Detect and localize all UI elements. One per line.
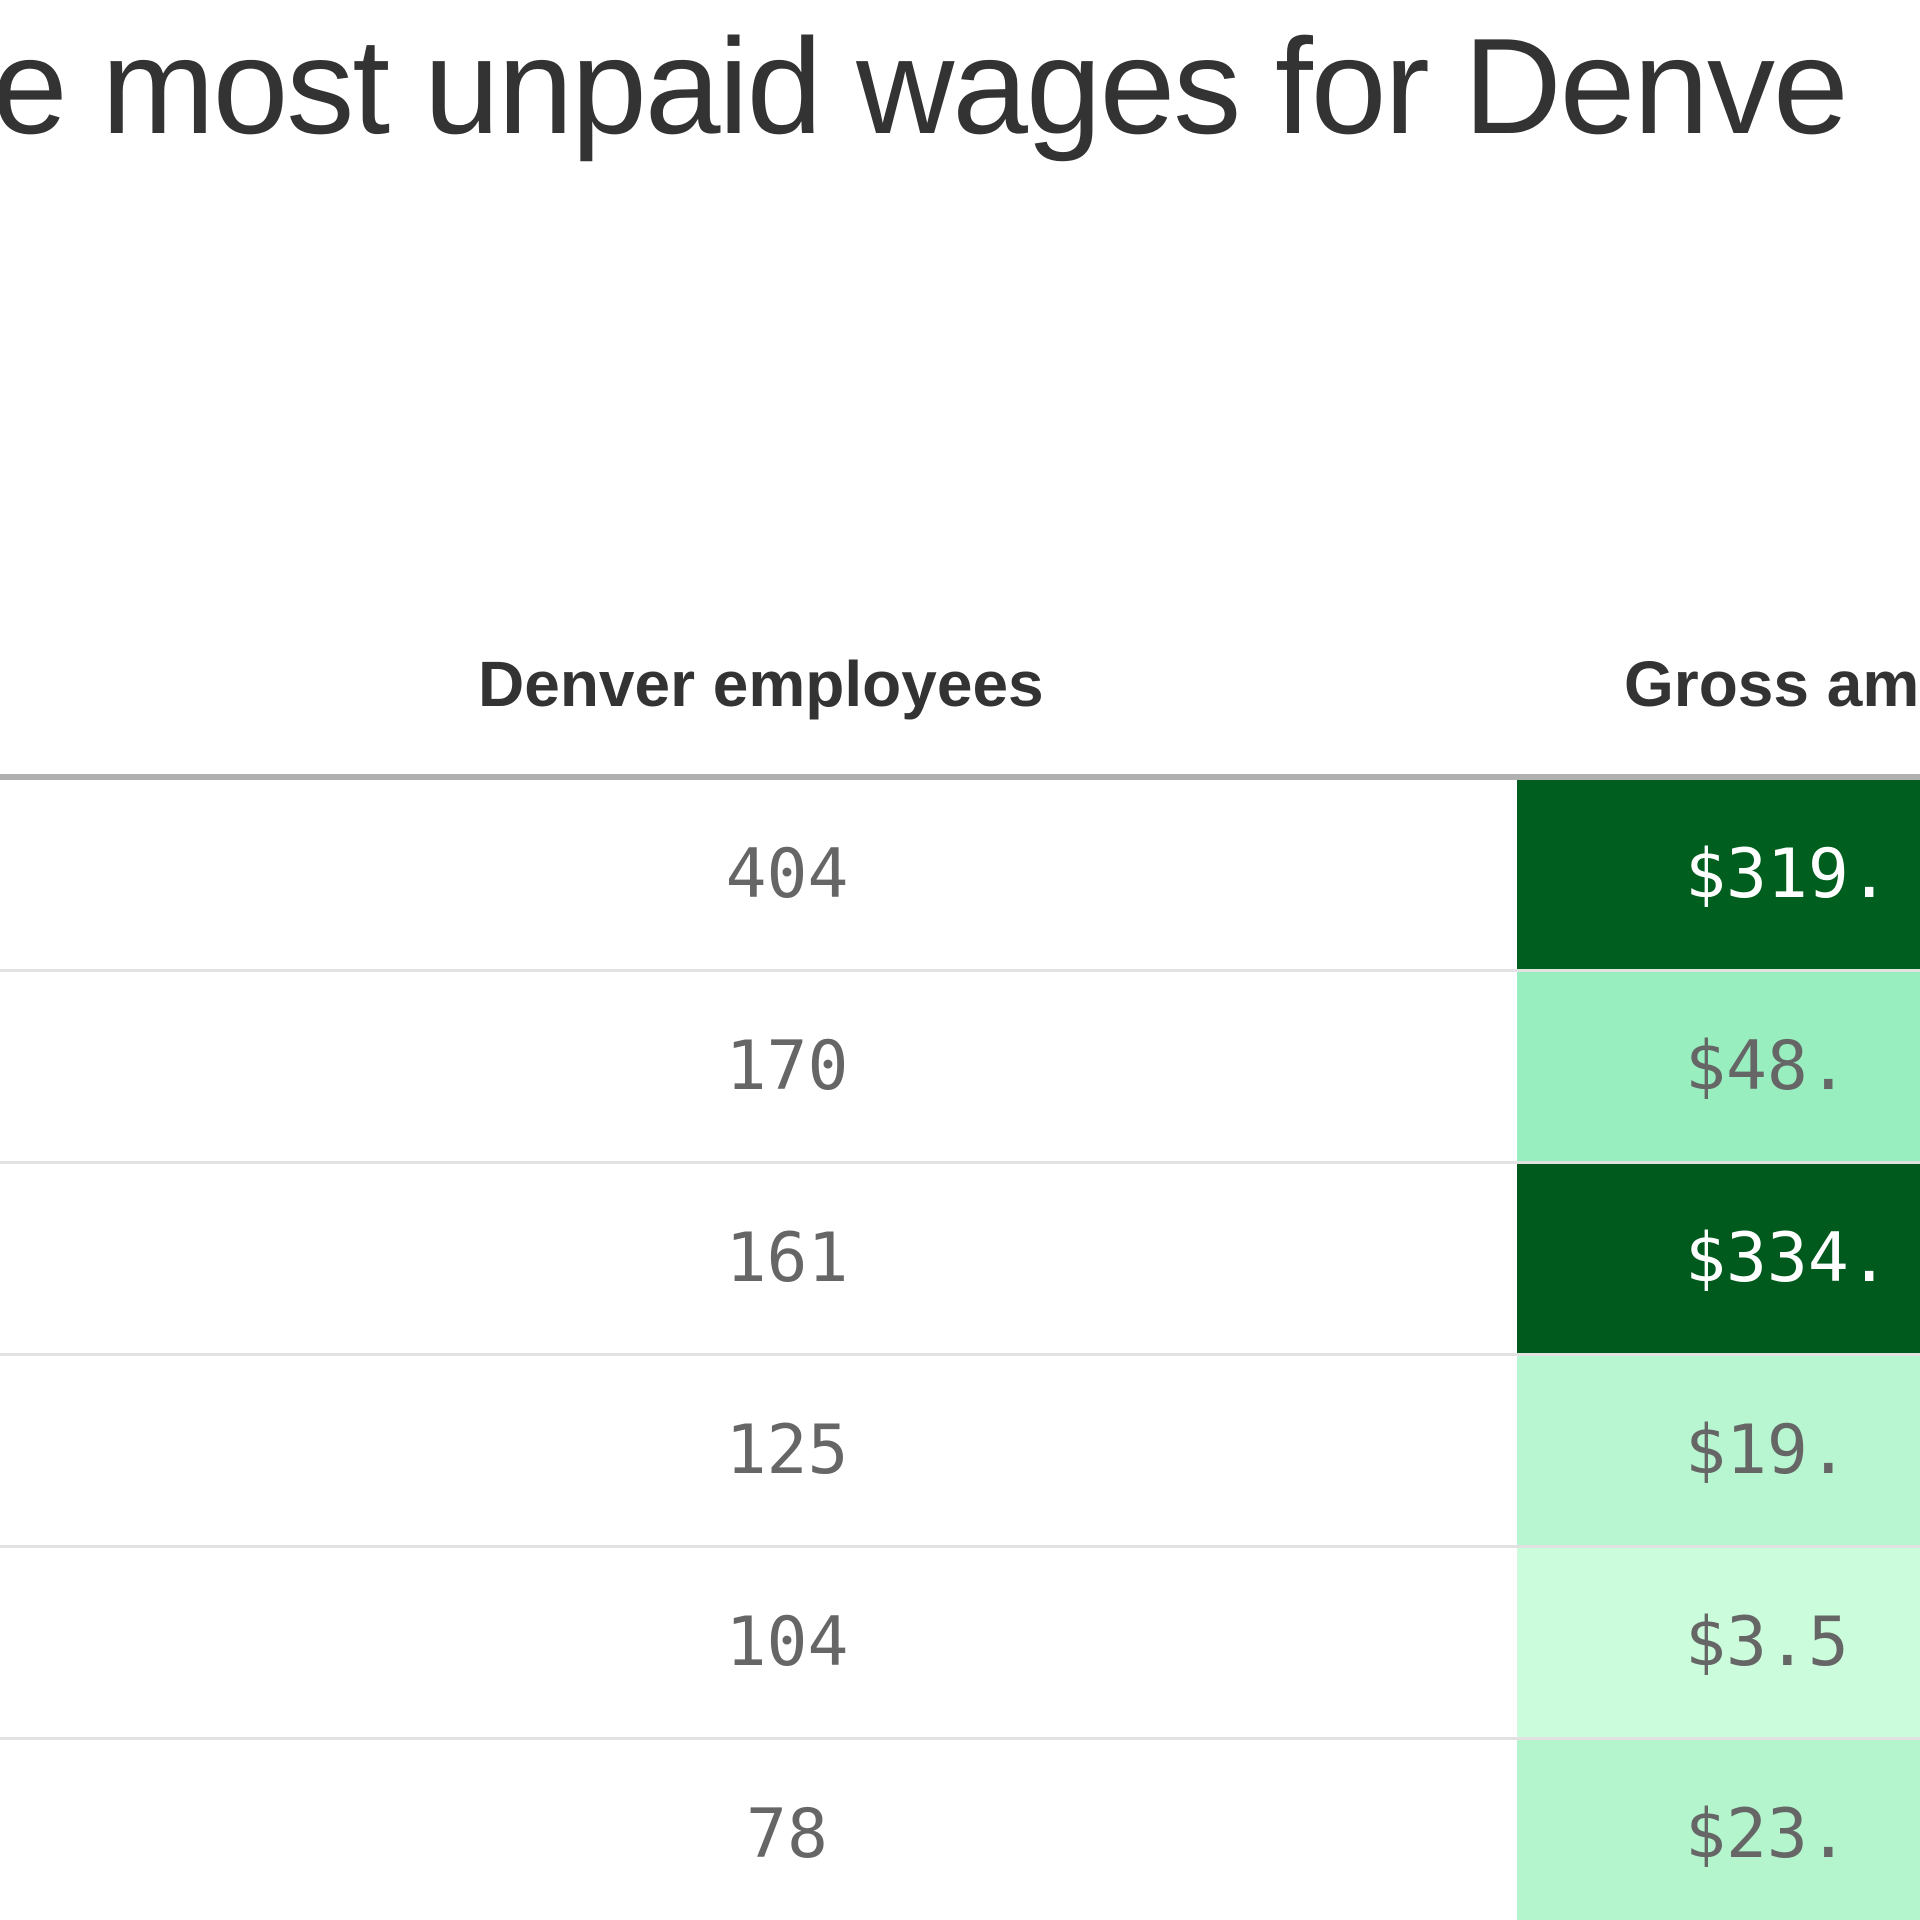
cell-gross-amount: $48. [1517,972,1920,1161]
chart-title: e most unpaid wages for Denve [0,10,1849,162]
cell-gross-amount: $3.5 [1517,1548,1920,1737]
cell-denver-employees: 78 [746,1795,828,1874]
cell-denver-employees: 170 [725,1027,849,1106]
table-row: 404 $319. [0,780,1920,972]
table-row: 125 $19. [0,1356,1920,1548]
cell-gross-amount: $334. [1517,1164,1920,1353]
table-row: 170 $48. [0,972,1920,1164]
table-row: 161 $334. [0,1164,1920,1356]
column-header-gross-amount: Gross am [1624,648,1920,720]
cell-gross-amount: $319. [1517,780,1920,969]
table-row: 104 $3.5 [0,1548,1920,1740]
cell-denver-employees: 104 [725,1603,849,1682]
cell-gross-amount: $23. [1517,1740,1920,1920]
table-row: 78 $23. [0,1740,1920,1920]
cell-denver-employees: 161 [725,1219,849,1298]
cell-denver-employees: 404 [725,835,849,914]
cell-denver-employees: 125 [725,1411,849,1490]
header-divider [0,774,1920,780]
table-body: 404 $319. 170 $48. 161 $334. 125 $19. 104 $3.5 78 $… [0,780,1920,1920]
cell-gross-amount: $19. [1517,1356,1920,1545]
column-header-denver-employees: Denver employees [478,648,1044,720]
